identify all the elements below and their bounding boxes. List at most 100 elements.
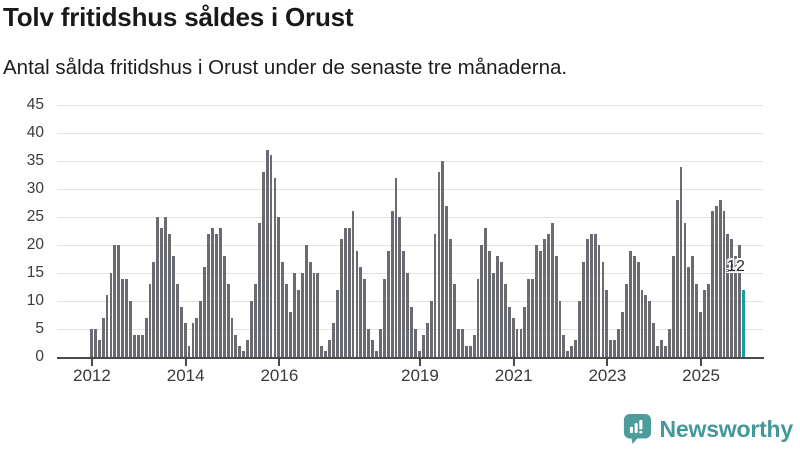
bar: [710, 211, 714, 357]
y-axis-label-0: 0: [35, 348, 44, 365]
y-axis-label-20: 20: [26, 236, 44, 253]
bar: [714, 205, 718, 357]
bar: [242, 351, 246, 357]
bar: [406, 273, 410, 357]
bar: [574, 340, 578, 357]
x-axis-line: [57, 357, 764, 359]
bar: [617, 329, 621, 357]
bar: [281, 261, 285, 357]
bar: [273, 177, 277, 357]
bar: [546, 233, 550, 357]
bar: [503, 284, 507, 357]
bar: [718, 200, 722, 357]
bar: [156, 217, 160, 357]
bar: [332, 323, 335, 357]
bar: [285, 284, 289, 357]
bar: [359, 267, 363, 357]
bar: [738, 245, 742, 357]
x-axis-label-2025: 2025: [682, 366, 720, 385]
bar: [433, 233, 437, 357]
y-axis-label-35: 35: [26, 152, 44, 169]
x-axis-tick-2014: [184, 359, 187, 366]
bar: [703, 289, 706, 357]
bar: [339, 239, 343, 357]
bar: [172, 256, 175, 357]
bar: [109, 273, 113, 357]
bar: [363, 278, 367, 357]
bar: [179, 306, 183, 357]
y-axis-label-45: 45: [26, 96, 44, 113]
bar: [644, 295, 648, 357]
bar: [488, 250, 492, 357]
bar: [378, 329, 382, 357]
bar: [371, 340, 375, 357]
bar: [175, 284, 179, 357]
gridline-y-5: [57, 328, 763, 330]
gridline-y-25: [57, 216, 763, 218]
bar: [652, 323, 656, 357]
bar: [129, 301, 132, 357]
bar: [414, 329, 417, 357]
bar: [113, 245, 117, 357]
highlighted-bar: [742, 289, 745, 357]
chart-subtitle: Antal sålda fritidshus i Orust under de …: [3, 56, 568, 79]
bar: [203, 267, 207, 357]
bar: [398, 217, 402, 357]
bar: [480, 245, 484, 357]
bar: [664, 345, 667, 357]
bar: [261, 172, 265, 357]
x-axis-tick-2019: [418, 359, 421, 366]
bar: [257, 222, 261, 357]
x-axis-label-2016: 2016: [260, 366, 299, 385]
bar: [496, 256, 499, 357]
bar: [226, 284, 230, 357]
bar: [304, 245, 308, 357]
bar: [464, 345, 468, 357]
bar: [679, 166, 683, 357]
gridline-y-20: [57, 244, 763, 246]
last-value-annotation: 12: [727, 257, 745, 275]
bar: [418, 351, 421, 357]
bar: [140, 334, 144, 357]
bar: [527, 278, 531, 357]
gridline-y-35: [57, 160, 763, 162]
bar: [542, 239, 546, 357]
bar: [160, 228, 164, 357]
bar: [468, 345, 472, 357]
gridline-y-45: [57, 104, 763, 106]
bar: [585, 239, 589, 357]
bar: [449, 239, 453, 357]
bar: [351, 211, 355, 357]
bar: [582, 261, 585, 357]
bar: [687, 267, 691, 357]
bar: [593, 233, 597, 357]
bar: [269, 155, 273, 357]
x-axis-tick-2023: [606, 359, 609, 366]
bar: [390, 211, 394, 357]
bar: [695, 284, 699, 357]
bar: [648, 301, 652, 357]
bar: [515, 329, 519, 357]
bar: [254, 284, 257, 357]
bar: [214, 233, 218, 357]
bar: [277, 217, 281, 357]
bar: [289, 312, 293, 357]
x-axis-tick-2021: [512, 359, 515, 366]
bar: [125, 278, 129, 357]
bar: [734, 256, 738, 357]
bar: [296, 289, 300, 357]
x-axis-label-2023: 2023: [588, 366, 627, 385]
x-axis-label-2012: 2012: [73, 366, 111, 385]
bar: [199, 301, 203, 357]
bar: [570, 345, 574, 357]
bar: [386, 250, 390, 357]
bar: [675, 200, 679, 357]
bar: [589, 233, 593, 357]
bar: [613, 340, 617, 357]
bar: [132, 334, 136, 357]
bar: [523, 306, 527, 357]
bar: [558, 301, 562, 357]
bar: [656, 345, 660, 357]
y-axis-label-25: 25: [26, 208, 44, 225]
